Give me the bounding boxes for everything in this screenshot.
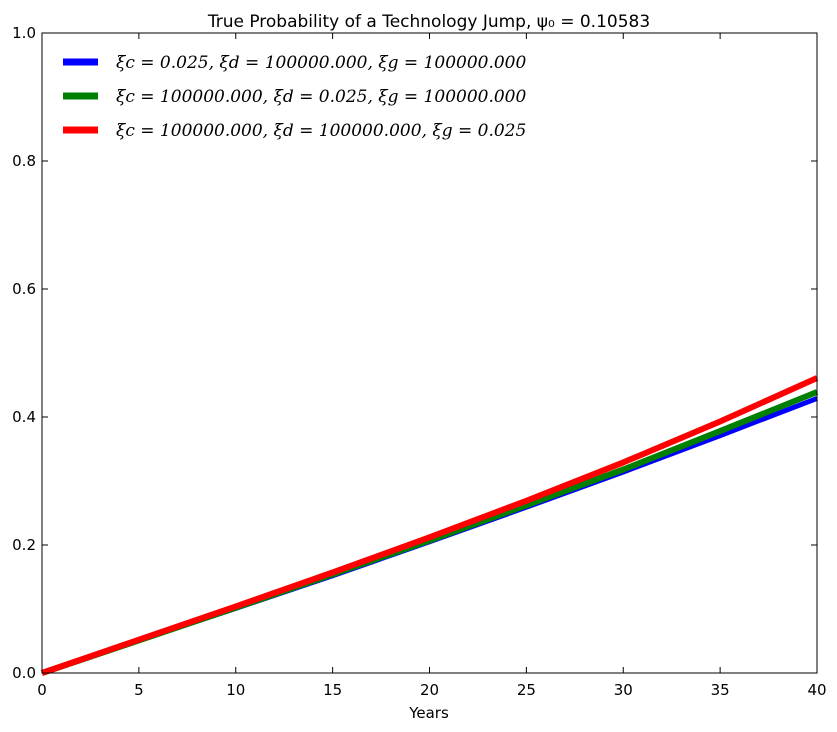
x-axis-label: Years — [408, 704, 449, 722]
y-tick-label: 0.4 — [12, 408, 36, 426]
x-tick-label: 5 — [134, 681, 144, 699]
y-tick-label: 0.0 — [12, 664, 36, 682]
plot-area — [42, 33, 817, 673]
legend: ξc = 0.025, ξd = 100000.000, ξg = 100000… — [63, 53, 526, 141]
y-tick-label: 0.8 — [12, 152, 36, 170]
y-tick-label: 1.0 — [12, 24, 36, 42]
legend-label-2: ξc = 100000.000, ξd = 0.025, ξg = 100000… — [116, 87, 526, 107]
y-tick-label: 0.2 — [12, 536, 36, 554]
legend-label-3: ξc = 100000.000, ξd = 100000.000, ξg = 0… — [116, 121, 526, 141]
x-tick-label: 20 — [420, 681, 439, 699]
x-tick-label: 35 — [711, 681, 730, 699]
x-tick-label: 40 — [807, 681, 826, 699]
x-tick-label: 0 — [37, 681, 47, 699]
x-tick-label: 30 — [614, 681, 633, 699]
series-line-3 — [41, 375, 819, 676]
x-tick-label: 25 — [517, 681, 536, 699]
plot-frame — [41, 32, 818, 674]
y-tick-label: 0.6 — [12, 280, 36, 298]
legend-label-1: ξc = 0.025, ξd = 100000.000, ξg = 100000… — [116, 53, 526, 73]
x-tick-label: 10 — [226, 681, 245, 699]
x-tick-label: 15 — [323, 681, 342, 699]
chart-title: True Probability of a Technology Jump, ψ… — [207, 12, 650, 32]
